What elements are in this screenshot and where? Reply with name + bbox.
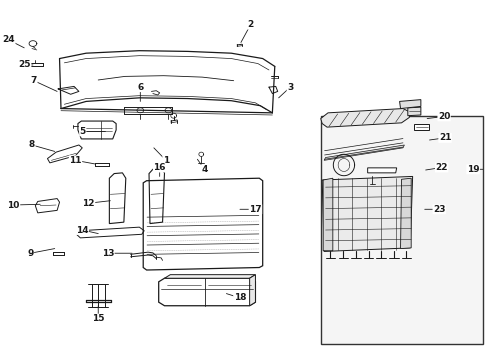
Text: 23: 23	[432, 205, 445, 214]
Polygon shape	[322, 176, 412, 251]
Text: 22: 22	[434, 163, 447, 172]
Polygon shape	[249, 275, 255, 306]
Text: 12: 12	[82, 199, 95, 208]
Polygon shape	[399, 100, 420, 109]
Polygon shape	[323, 178, 332, 251]
Polygon shape	[407, 107, 420, 116]
Bar	[320, 116, 482, 344]
Text: 13: 13	[102, 249, 114, 258]
Text: 7: 7	[31, 76, 37, 85]
Text: 9: 9	[27, 249, 34, 258]
Text: 11: 11	[69, 156, 81, 165]
Text: 17: 17	[248, 205, 261, 214]
Text: 6: 6	[137, 83, 143, 92]
Polygon shape	[164, 275, 255, 278]
Text: 19: 19	[466, 165, 478, 174]
Text: 25: 25	[19, 60, 31, 69]
Polygon shape	[324, 145, 404, 160]
Text: 3: 3	[286, 83, 293, 92]
Polygon shape	[413, 123, 427, 130]
Text: 2: 2	[247, 20, 253, 29]
Text: 15: 15	[92, 314, 104, 323]
Text: 5: 5	[80, 127, 86, 136]
Polygon shape	[367, 168, 396, 173]
Text: 16: 16	[153, 163, 165, 172]
Polygon shape	[400, 178, 410, 249]
Text: 1: 1	[163, 156, 169, 165]
Text: 14: 14	[76, 225, 88, 234]
Text: 8: 8	[29, 140, 35, 149]
Text: 18: 18	[233, 293, 245, 302]
Text: 4: 4	[201, 165, 207, 174]
Text: 21: 21	[438, 133, 450, 142]
Text: 24: 24	[2, 36, 15, 45]
Polygon shape	[320, 109, 409, 127]
Text: 20: 20	[437, 112, 449, 121]
Text: 10: 10	[7, 201, 20, 210]
